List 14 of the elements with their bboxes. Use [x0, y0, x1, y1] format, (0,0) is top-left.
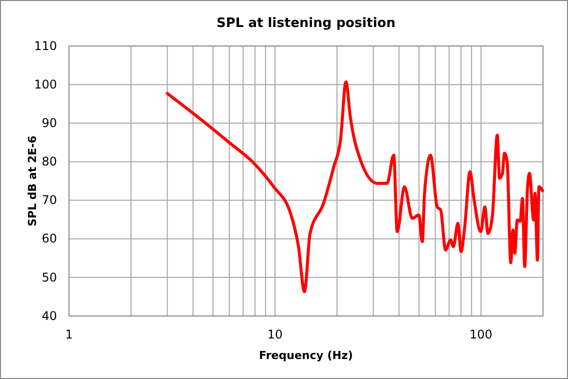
x-axis-title: Frequency (Hz): [259, 349, 353, 362]
chart-title: SPL at listening position: [216, 16, 396, 31]
y-axis-title: SPL dB at 2E-6: [26, 135, 39, 226]
y-tick-label: 110: [34, 38, 57, 53]
x-tick-label: 10: [267, 328, 283, 342]
x-tick-label: 100: [470, 328, 492, 342]
y-tick-label: 80: [42, 154, 57, 169]
y-tick-label: 90: [42, 116, 57, 130]
y-tick-label: 100: [34, 77, 57, 92]
x-tick-label: 1: [65, 328, 73, 342]
y-tick-label: 40: [42, 308, 57, 323]
y-tick-label: 60: [42, 232, 57, 246]
y-tick-label: 70: [42, 193, 57, 208]
y-tick-label: 50: [42, 270, 57, 284]
